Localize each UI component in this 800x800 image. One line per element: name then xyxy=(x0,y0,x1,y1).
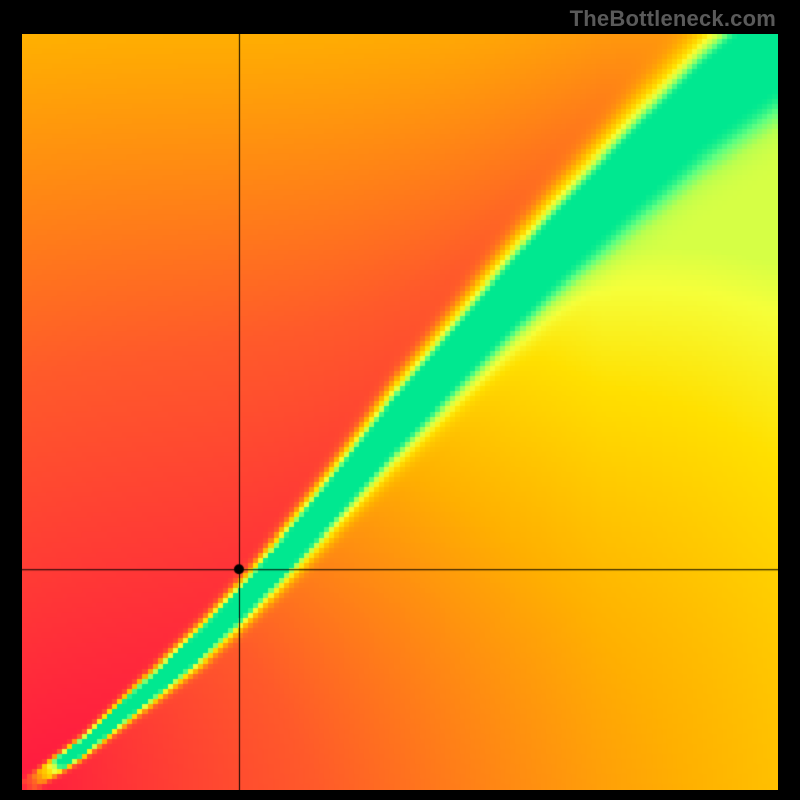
plot-area xyxy=(22,34,778,790)
watermark-text: TheBottleneck.com xyxy=(570,6,776,32)
chart-container: TheBottleneck.com xyxy=(0,0,800,800)
crosshair-overlay xyxy=(22,34,778,790)
